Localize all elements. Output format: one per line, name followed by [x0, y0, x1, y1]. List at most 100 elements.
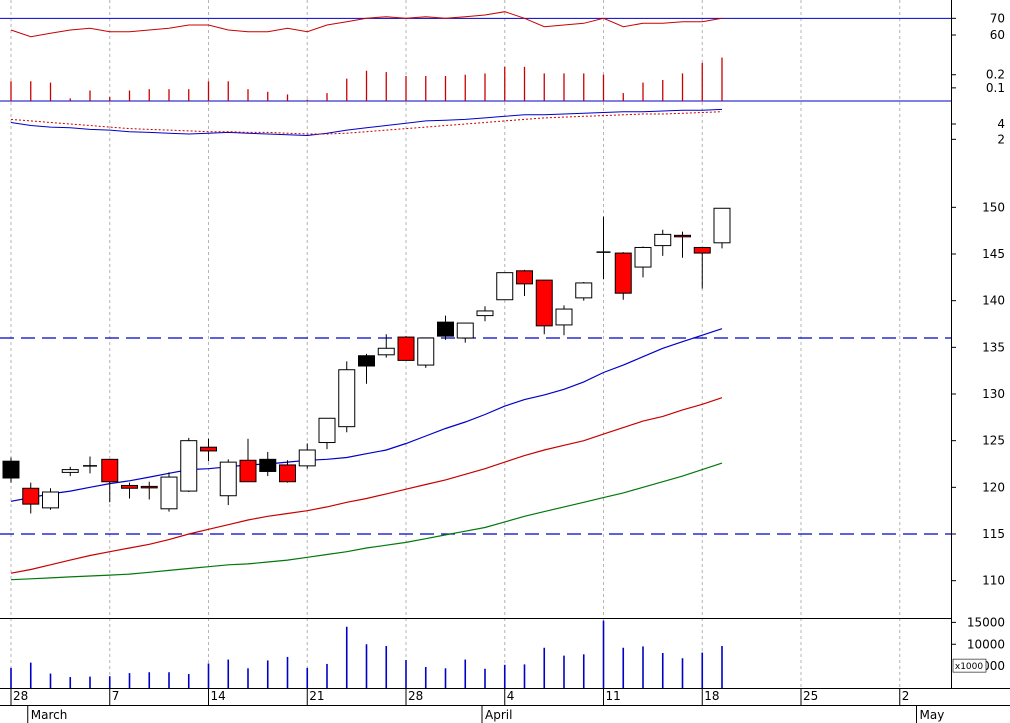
indicator-line: [10, 111, 723, 135]
candle-body: [42, 491, 59, 509]
x-tick-label: 2: [902, 689, 910, 703]
candle: [614, 252, 632, 300]
candle: [259, 451, 277, 477]
candle: [437, 315, 454, 340]
candle-body: [219, 461, 237, 497]
candle-body: [555, 308, 573, 326]
candle: [200, 438, 217, 462]
candle: [516, 269, 533, 296]
candle: [83, 456, 97, 474]
candle-body: [358, 355, 375, 367]
candle-body: [516, 270, 533, 285]
x-tick-label: 21: [309, 689, 324, 703]
candle-body: [121, 484, 138, 489]
volume-y-label: 10000: [967, 637, 1005, 651]
candle-body: [437, 321, 454, 337]
candle: [654, 229, 672, 256]
candle: [101, 458, 119, 503]
month-label: May: [920, 708, 945, 722]
candle: [180, 437, 198, 492]
candle-body: [614, 252, 632, 294]
candle: [693, 246, 711, 289]
month-label: March: [31, 708, 68, 722]
bar-y-label: 0.2: [986, 68, 1005, 82]
line-y-label: 2: [997, 132, 1005, 146]
x-axis-labels: 28 7 14 21 28 4 11 18 25 2 March April May: [13, 689, 944, 722]
candle-body: [338, 369, 356, 428]
moving-averages: [10, 328, 723, 581]
candle-body: [634, 246, 652, 268]
candle: [239, 438, 257, 483]
candle-body: [259, 458, 277, 472]
candle: [338, 361, 356, 433]
candle: [298, 443, 316, 469]
price-y-label: 115: [982, 527, 1005, 541]
candle-body: [160, 476, 178, 510]
x-tick-label: 7: [112, 689, 120, 703]
price-y-label: 150: [982, 200, 1005, 214]
candle-body: [476, 310, 494, 317]
candle-body: [140, 485, 158, 489]
candle: [575, 282, 593, 301]
x-tick-label: 4: [507, 689, 515, 703]
bar-y-label: 0.1: [986, 81, 1005, 95]
y-axis-labels: 70 60 0.20.1 42 110 115 120 125 130 135 140 145 150 1…: [951, 11, 1005, 673]
candle-body: [496, 272, 514, 301]
candle: [456, 322, 474, 343]
candle: [2, 457, 20, 483]
indicator-bar-panel: [10, 57, 723, 101]
price-y-label: 135: [982, 340, 1005, 354]
candle-body: [279, 464, 296, 483]
volume-panel: [10, 620, 723, 688]
candle: [219, 459, 237, 506]
candle-body: [298, 449, 316, 467]
candle: [160, 472, 178, 512]
candle-body: [397, 336, 415, 361]
candle: [22, 482, 40, 514]
candle: [417, 337, 435, 368]
volume-unit-box: [952, 658, 987, 673]
candle: [476, 306, 494, 322]
candle-body: [318, 417, 336, 444]
candle-body: [61, 469, 79, 473]
volume-unit-label: x1000: [955, 662, 984, 672]
price-y-label: 110: [982, 574, 1005, 588]
candle: [634, 246, 652, 278]
price-y-label: 120: [982, 480, 1005, 494]
candle-body: [101, 458, 119, 483]
rsi-y-label: 70: [990, 11, 1005, 25]
reference-lines: [0, 17, 951, 535]
x-tick-label: 28: [13, 689, 28, 703]
candle: [713, 207, 731, 249]
price-y-label: 130: [982, 387, 1005, 401]
candle-body: [654, 233, 672, 247]
moving-average-line: [10, 397, 723, 574]
candle-body: [575, 282, 593, 299]
candle: [121, 482, 138, 499]
rsi-panel: [10, 11, 723, 38]
candle-body: [2, 460, 20, 479]
candle: [535, 279, 553, 335]
rsi-y-label: 60: [990, 28, 1005, 42]
candle-body: [693, 246, 711, 254]
candlesticks: [2, 207, 731, 514]
indicator-line: [10, 108, 723, 137]
candle: [358, 353, 375, 384]
x-tick-label: 28: [408, 689, 423, 703]
x-tick-label: 18: [704, 689, 719, 703]
volume-y-label: 15000: [967, 615, 1005, 629]
price-y-label: 145: [982, 247, 1005, 261]
candle-body: [713, 207, 731, 244]
candle: [596, 216, 611, 280]
panel-borders: [0, 0, 1010, 706]
candle: [140, 481, 158, 500]
candle-body: [200, 446, 217, 452]
price-y-label: 140: [982, 294, 1005, 308]
x-tick-label: 25: [803, 689, 818, 703]
candle: [42, 488, 59, 510]
candle-body: [535, 279, 553, 327]
indicator-line-panel: [10, 108, 723, 137]
moving-average-line: [10, 462, 723, 581]
candle: [318, 417, 336, 450]
